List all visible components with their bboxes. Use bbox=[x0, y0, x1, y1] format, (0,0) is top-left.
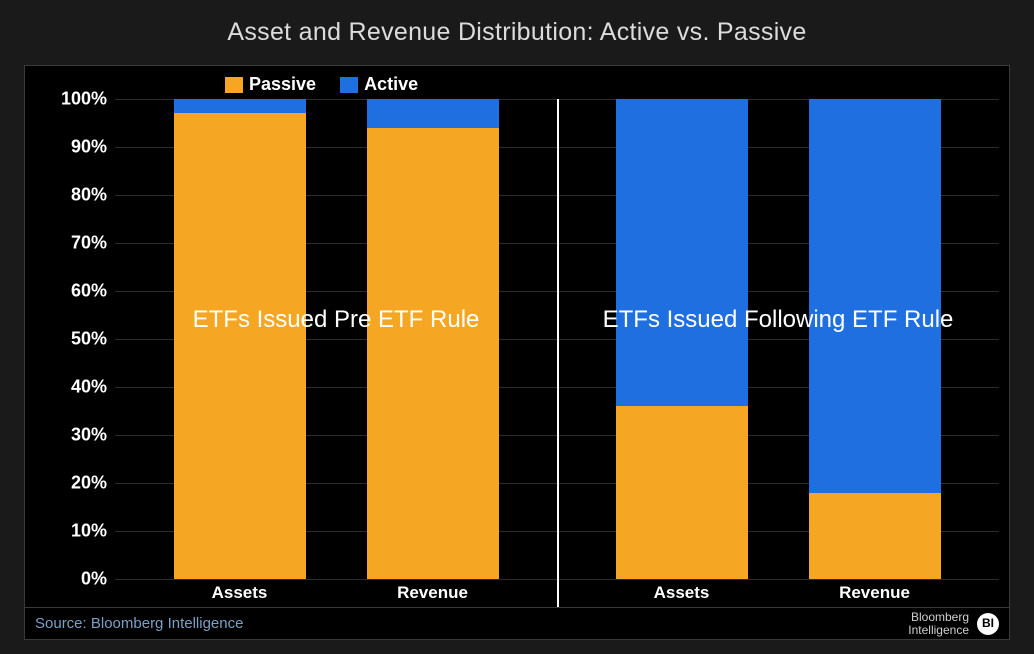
bar-segment-passive bbox=[809, 493, 941, 579]
chart-title: Asset and Revenue Distribution: Active v… bbox=[24, 18, 1010, 47]
legend-label: Passive bbox=[249, 74, 316, 95]
plot-area: 0%10%20%30%40%50%60%70%80%90%100% ETFs I… bbox=[25, 99, 1009, 579]
bar-segment-passive bbox=[367, 128, 499, 579]
legend-item-passive: Passive bbox=[225, 74, 316, 95]
chart-frame: Asset and Revenue Distribution: Active v… bbox=[0, 0, 1034, 654]
y-tick-label: 70% bbox=[71, 233, 107, 254]
chart-footer: Source: Bloomberg Intelligence Bloomberg… bbox=[25, 607, 1009, 639]
chart-panel: ETFs Issued Following ETF Rule bbox=[557, 99, 999, 579]
bar-segment-active bbox=[174, 99, 306, 113]
bar-segment-active bbox=[616, 99, 748, 406]
y-tick-label: 90% bbox=[71, 137, 107, 158]
y-tick-label: 50% bbox=[71, 329, 107, 350]
bar-column bbox=[174, 99, 306, 579]
bar-segment-active bbox=[367, 99, 499, 128]
y-tick-label: 80% bbox=[71, 185, 107, 206]
bar-column bbox=[809, 99, 941, 579]
legend: Passive Active bbox=[25, 66, 1009, 99]
x-axis-label: Assets bbox=[174, 579, 306, 607]
y-tick-label: 10% bbox=[71, 521, 107, 542]
chart-container: Passive Active 0% 10% 20% 30% 40% 50% 60% 70% 80… bbox=[24, 65, 1010, 640]
brand-badge-icon: BI bbox=[977, 613, 999, 635]
brand-text: Bloomberg Intelligence bbox=[908, 611, 969, 636]
legend-label: Active bbox=[364, 74, 418, 95]
y-tick-label: 100% bbox=[61, 89, 107, 110]
x-axis-label: Assets bbox=[616, 579, 748, 607]
legend-item-active: Active bbox=[340, 74, 418, 95]
x-axis-label: Revenue bbox=[367, 579, 499, 607]
panel-divider bbox=[557, 99, 559, 607]
brand-line-2: Intelligence bbox=[908, 624, 969, 637]
source-text: Source: Bloomberg Intelligence bbox=[35, 615, 243, 632]
x-axis: Assets Revenue Assets Revenue bbox=[25, 579, 1009, 607]
bar-column bbox=[367, 99, 499, 579]
y-tick-label: 60% bbox=[71, 281, 107, 302]
y-tick-label: 40% bbox=[71, 377, 107, 398]
brand: Bloomberg Intelligence BI bbox=[908, 611, 999, 636]
y-tick-label: 0% bbox=[81, 569, 107, 590]
legend-swatch-passive bbox=[225, 77, 243, 93]
y-axis: 0%10%20%30%40%50%60%70%80%90%100% bbox=[25, 99, 115, 579]
x-panel: Assets Revenue bbox=[115, 579, 557, 607]
plot: ETFs Issued Pre ETF RuleETFs Issued Foll… bbox=[115, 99, 999, 579]
y-tick-label: 20% bbox=[71, 473, 107, 494]
legend-swatch-active bbox=[340, 77, 358, 93]
x-panel: Assets Revenue bbox=[557, 579, 999, 607]
bar-segment-passive bbox=[174, 113, 306, 579]
bar-column bbox=[616, 99, 748, 579]
bar-segment-active bbox=[809, 99, 941, 493]
brand-line-1: Bloomberg bbox=[908, 611, 969, 624]
x-axis-label: Revenue bbox=[809, 579, 941, 607]
chart-panel: ETFs Issued Pre ETF Rule bbox=[115, 99, 557, 579]
bar-segment-passive bbox=[616, 406, 748, 579]
y-tick-label: 30% bbox=[71, 425, 107, 446]
